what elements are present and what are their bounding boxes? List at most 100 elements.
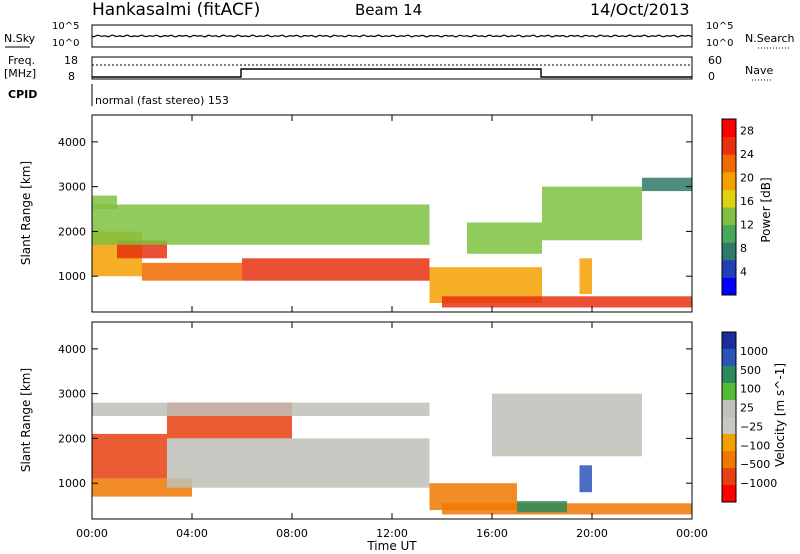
power-colorbar-tick-4: 20: [740, 172, 754, 185]
y-tick-label-0: 1000: [58, 477, 86, 490]
x-tick-label-5: 20:00: [576, 527, 608, 540]
velocity-colorbar-tick-0: 1000: [740, 345, 768, 358]
velocity-band-3: [167, 438, 430, 488]
power-colorbar-label: Power [dB]: [759, 177, 773, 242]
velocity-colorbar-tick-3: 25: [740, 402, 754, 415]
power-colorbar-tick-2: 12: [740, 219, 754, 232]
power-colorbar-swatch-8: [722, 136, 736, 155]
freq-label-line1: Freq.: [8, 54, 35, 67]
beam-title: Beam 14: [355, 1, 422, 19]
time-axis: 00:00 04:00 08:00 12:00 16:00 20:00 00:00: [76, 115, 708, 540]
freq-tick-top: 18: [64, 54, 78, 67]
power-colorbar-tick-5: 24: [740, 148, 754, 161]
power-colorbar-swatch-6: [722, 171, 736, 190]
noise-tick-bottom: 10^0: [52, 38, 79, 49]
velocity-colorbar-swatch-7: [722, 451, 736, 469]
nave-label: Nave: [745, 64, 773, 77]
y-tick-label-3: 4000: [58, 343, 86, 356]
velocity-colorbar-swatch-0: [722, 332, 736, 350]
velocity-band-4: [92, 402, 430, 416]
nave-tick-top: 60: [708, 54, 722, 67]
x-tick-label-3: 12:00: [376, 527, 408, 540]
velocity-colorbar-swatch-2: [722, 366, 736, 384]
x-tick-label-6: 00:00: [676, 527, 708, 540]
y-tick-label-1: 2000: [58, 432, 86, 445]
freq-tick-bottom: 8: [68, 70, 75, 83]
x-tick-label-0: 00:00: [76, 527, 108, 540]
date-title: 14/Oct/2013: [590, 0, 690, 19]
velocity-colorbar-tick-7: −1000: [740, 477, 777, 490]
velocity-colorbar: 1000 500 100 25 −25 −100 −500 −1000 Velocity [m…: [721, 331, 787, 503]
noise-tick-top-right: 10^5: [706, 21, 733, 32]
power-band-5: [92, 195, 117, 209]
velocity-colorbar-swatch-6: [722, 434, 736, 452]
power-band-3: [242, 258, 430, 281]
power-ylabel: Slant Range [km]: [19, 161, 33, 265]
y-tick-label-2: 3000: [58, 181, 86, 194]
power-band-7: [442, 296, 692, 308]
noise-tick-bottom-right: 10^0: [706, 38, 733, 49]
x-tick-label-2: 08:00: [276, 527, 308, 540]
freq-panel: Freq. [MHz] 18 8 60 0 Nave: [4, 54, 773, 83]
velocity-colorbar-label: Velocity [m s^-1]: [773, 363, 787, 467]
velocity-colorbar-tick-1: 500: [740, 364, 761, 377]
noise-left-label: N.Sky: [4, 32, 36, 45]
velocity-colorbar-swatch-3: [722, 383, 736, 401]
freq-line: [92, 68, 692, 78]
power-colorbar-tick-3: 16: [740, 195, 754, 208]
velocity-ylabel: Slant Range [km]: [19, 368, 33, 472]
velocity-colorbar-swatch-8: [722, 468, 736, 486]
noise-panel: N.Sky 10^5 10^0 10^5 10^0 N.Search: [4, 21, 795, 49]
power-colorbar-swatch-9: [722, 119, 736, 138]
velocity-colorbar-tick-6: −500: [740, 458, 770, 471]
cpid-panel: CPID normal (fast stereo) 153: [8, 84, 229, 107]
velocity-panel: 1000 2000 3000 4000 Slant Range [km]: [19, 321, 693, 520]
power-colorbar-tick-6: 28: [740, 125, 754, 138]
cpid-label: CPID: [8, 88, 37, 101]
y-tick-label-0: 1000: [58, 270, 86, 283]
cpid-mode: normal (fast stereo) 153: [95, 94, 229, 107]
power-band-2: [142, 262, 242, 281]
x-tick-label-4: 16:00: [476, 527, 508, 540]
power-band-9: [542, 186, 642, 241]
power-panel: 1000 2000 3000 4000 Slant Range [km]: [19, 114, 693, 313]
velocity-band-0: [92, 433, 167, 479]
velocity-band-7: [517, 501, 567, 513]
nave-tick-bottom: 0: [708, 70, 715, 83]
power-colorbar-tick-0: 4: [740, 266, 747, 279]
velocity-colorbar-swatch-5: [722, 417, 736, 435]
power-band-11: [579, 258, 592, 295]
power-band-4: [92, 204, 430, 245]
freq-label-line2: [MHz]: [4, 67, 36, 80]
power-colorbar-swatch-0: [722, 277, 736, 296]
power-colorbar-swatch-3: [722, 224, 736, 243]
velocity-band-9: [579, 465, 592, 493]
power-colorbar-swatch-7: [722, 154, 736, 173]
x-axis-label: Time UT: [366, 539, 417, 553]
velocity-colorbar-tick-5: −100: [740, 439, 770, 452]
velocity-colorbar-swatch-9: [722, 485, 736, 503]
y-tick-label-1: 2000: [58, 225, 86, 238]
power-band-8: [467, 222, 542, 254]
velocity-colorbar-swatch-1: [722, 349, 736, 367]
velocity-colorbar-tick-4: −25: [740, 420, 763, 433]
x-tick-label-1: 04:00: [176, 527, 208, 540]
noise-right-label: N.Search: [745, 32, 795, 45]
velocity-band-8: [492, 393, 642, 457]
power-colorbar-swatch-4: [722, 207, 736, 226]
noise-tick-top: 10^5: [52, 21, 79, 32]
velocity-colorbar-swatch-4: [722, 400, 736, 418]
power-colorbar: 4 8 12 16 20 24 28 Power [dB]: [721, 118, 773, 296]
station-title: Hankasalmi (fitACF): [92, 0, 260, 20]
velocity-colorbar-label-text: Velocity [m s^-1]: [773, 363, 787, 467]
velocity-colorbar-tick-2: 100: [740, 383, 761, 396]
power-colorbar-tick-1: 8: [740, 242, 747, 255]
noise-sky-line: [91, 34, 693, 38]
power-colorbar-swatch-1: [722, 259, 736, 278]
power-band-1: [117, 240, 167, 259]
power-colorbar-swatch-2: [722, 242, 736, 261]
power-colorbar-swatch-5: [722, 189, 736, 208]
y-tick-label-3: 4000: [58, 136, 86, 149]
y-tick-label-2: 3000: [58, 388, 86, 401]
